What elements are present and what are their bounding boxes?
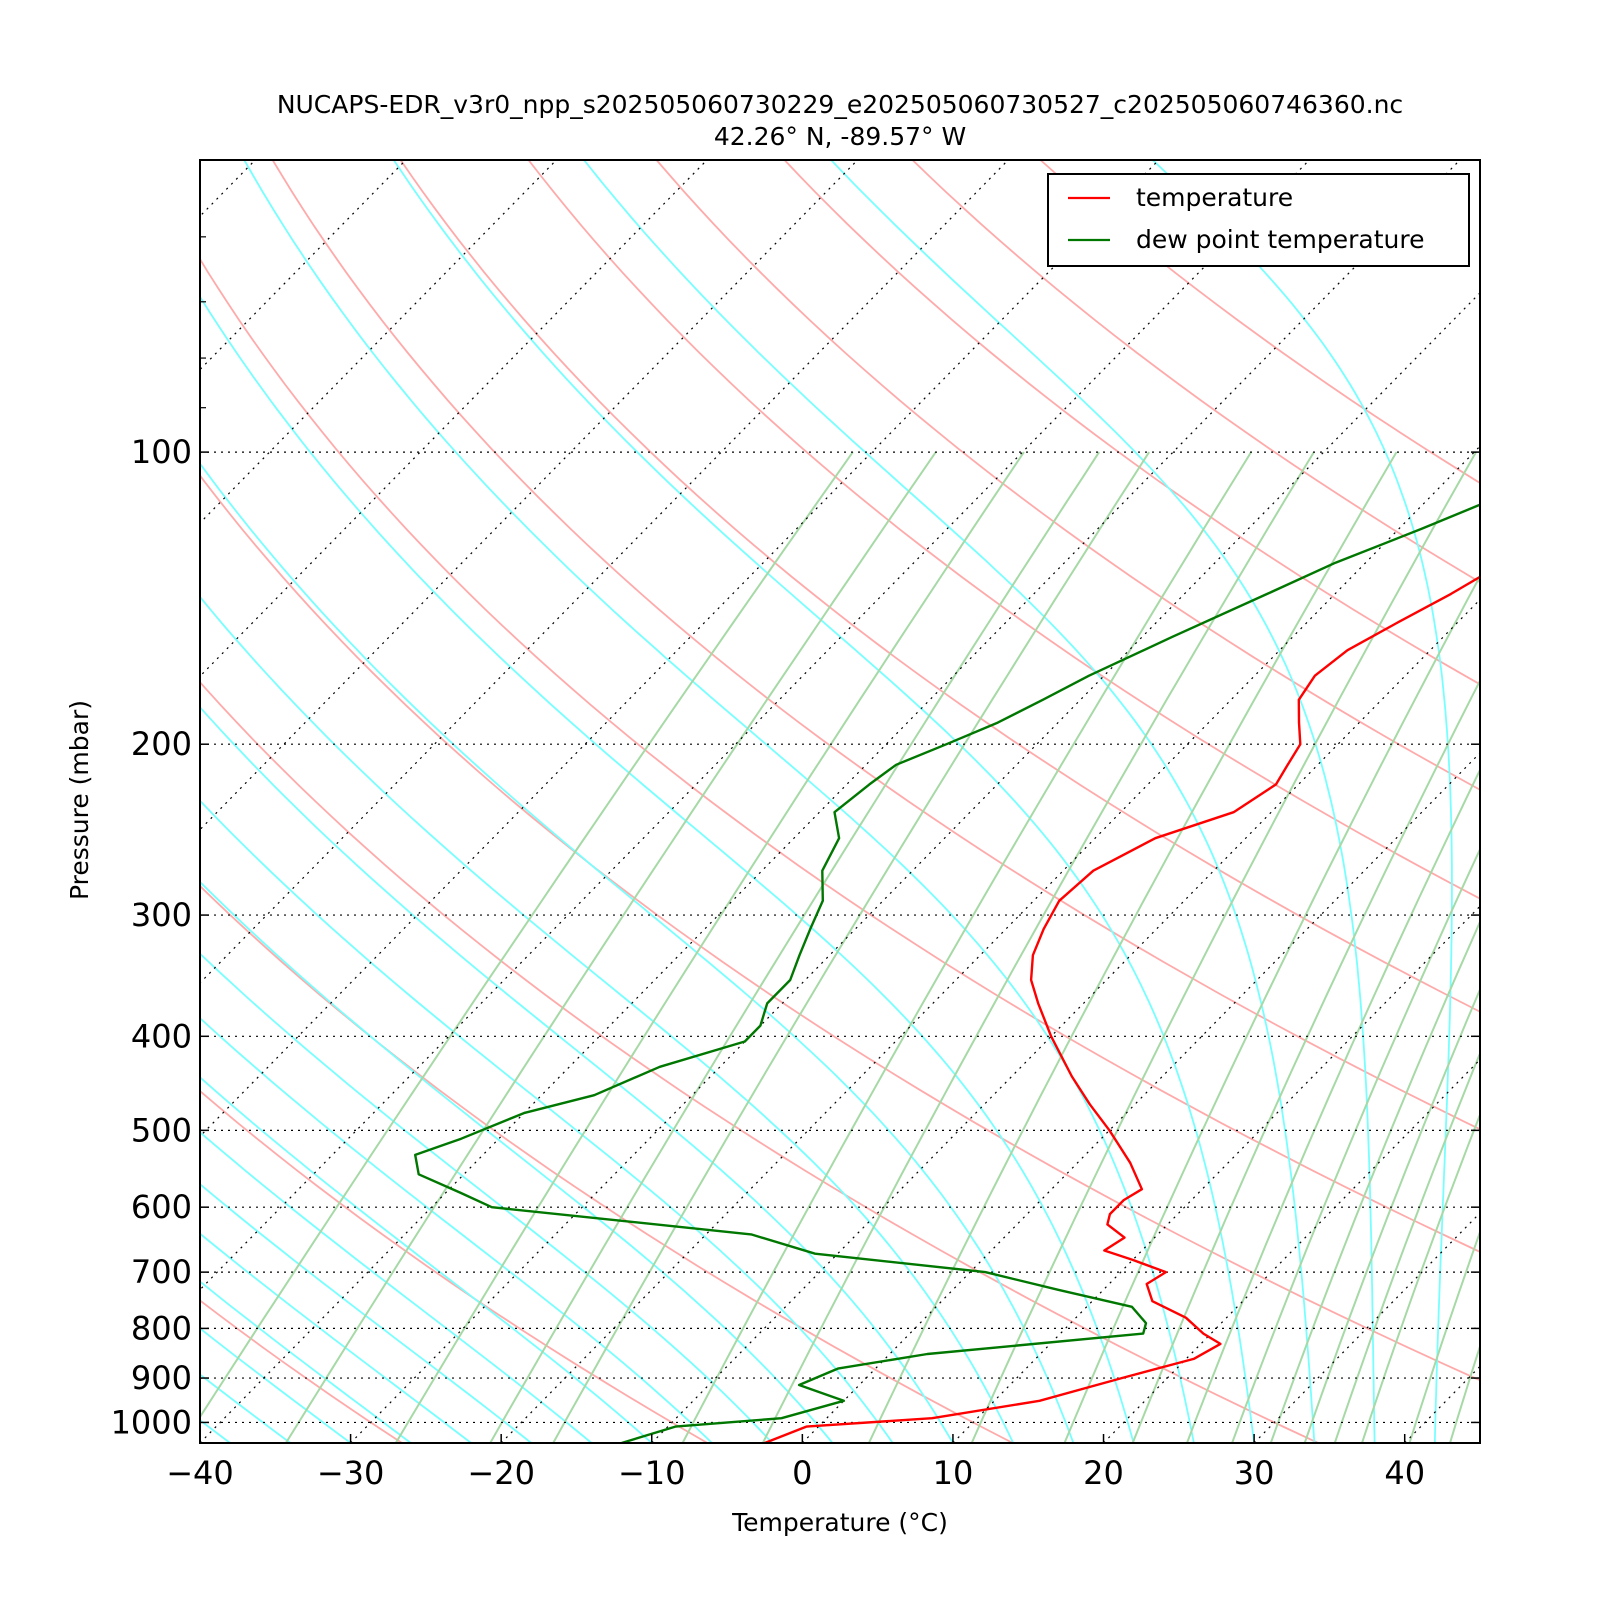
moist-adiabat-line: [831, 160, 1375, 1443]
isotherm-line: [351, 160, 1600, 1443]
y-tick-label: 100: [131, 433, 192, 471]
isotherm-line: [1104, 160, 1600, 1443]
moist-adiabat-line: [584, 160, 1314, 1443]
isotherm-line: [0, 160, 255, 1443]
x-tick-label: 0: [792, 1454, 812, 1492]
mixing-ratio-line: [553, 452, 1149, 1443]
x-tick-label: 30: [1234, 1454, 1275, 1492]
dry-adiabat-line: [273, 160, 1600, 1443]
chart-title: NUCAPS-EDR_v3r0_npp_s202505060730229_e20…: [277, 90, 1403, 119]
x-axis-label: Temperature (°C): [731, 1508, 948, 1537]
isotherm-line: [0, 160, 1008, 1443]
x-tick-label: −20: [467, 1454, 535, 1492]
mixing-ratio-line: [1450, 452, 1600, 1443]
dry-adiabat-line: [0, 160, 1318, 1443]
x-tick-label: 20: [1083, 1454, 1124, 1492]
y-axis-label: Pressure (mbar): [65, 700, 94, 900]
series-lines: [415, 160, 1600, 1443]
y-tick-label: 600: [131, 1188, 192, 1226]
dewpoint-line: [415, 160, 1600, 1443]
isotherm-line: [0, 160, 1159, 1443]
y-tick-label: 900: [131, 1359, 192, 1397]
isotherm-line: [1555, 160, 1600, 1443]
isotherm-line: [200, 160, 1460, 1443]
mixing-ratio-line: [490, 452, 1099, 1443]
background-lines: [0, 160, 1600, 1443]
x-tick-label: 40: [1384, 1454, 1425, 1492]
mixing-ratio-line: [1232, 452, 1600, 1443]
moist-adiabat-line: [0, 160, 712, 1443]
mixing-ratio-line: [1133, 452, 1600, 1443]
chart-subtitle: 42.26° N, -89.57° W: [714, 122, 966, 151]
moist-adiabat-line: [0, 160, 230, 1443]
moist-adiabat-line: [125, 160, 1134, 1443]
y-tick-label: 200: [131, 725, 192, 763]
isotherm-line: [1405, 160, 1600, 1443]
y-tick-label: 700: [131, 1253, 192, 1291]
y-tick-label: 300: [131, 896, 192, 934]
moist-adiabat-line: [394, 160, 1254, 1443]
dry-adiabat-line: [1040, 160, 1600, 1443]
x-tick-label: −40: [166, 1454, 234, 1492]
legend-label-temperature: temperature: [1136, 183, 1293, 212]
isotherm-line: [501, 160, 1600, 1443]
y-tick-label: 500: [131, 1111, 192, 1149]
dry-adiabat-line: [657, 160, 1600, 1443]
plot-frame: [200, 160, 1480, 1443]
temperature-line: [765, 160, 1600, 1443]
moist-adiabat-line: [27, 160, 1073, 1443]
x-tick-label: 10: [933, 1454, 974, 1492]
isotherm-line: [953, 160, 1600, 1443]
mixing-ratio-line: [869, 452, 1397, 1443]
mixing-ratio-line: [1065, 452, 1548, 1443]
moist-adiabat-line: [0, 160, 953, 1443]
legend-label-dewpoint: dew point temperature: [1136, 225, 1425, 254]
moist-adiabat-line: [0, 160, 290, 1443]
x-tick-label: −10: [618, 1454, 686, 1492]
moist-adiabat-line: [1495, 160, 1568, 1443]
mixing-ratio-line: [396, 452, 1024, 1443]
dry-adiabat-line: [145, 160, 1600, 1443]
x-tick-label: −30: [317, 1454, 385, 1492]
legend: temperature dew point temperature: [1048, 174, 1469, 266]
moist-adiabat-line: [0, 160, 411, 1443]
y-tick-label: 800: [131, 1309, 192, 1347]
isotherm-line: [0, 160, 858, 1443]
moist-adiabat-line: [0, 160, 833, 1443]
moist-adiabat-line: [0, 160, 351, 1443]
y-tick-label: 1000: [111, 1403, 192, 1441]
y-tick-label: 400: [131, 1017, 192, 1055]
moist-adiabat-line: [0, 160, 772, 1443]
mixing-ratio-line: [183, 452, 853, 1443]
isotherm-line: [49, 160, 1309, 1443]
